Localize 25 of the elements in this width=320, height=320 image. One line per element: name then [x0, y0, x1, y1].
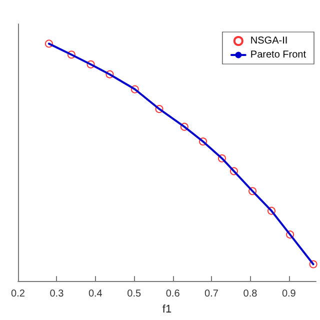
x-tick-label: 0.2 — [11, 288, 26, 300]
point — [67, 50, 76, 59]
point — [106, 70, 114, 78]
legend-label: NSGA-II — [250, 36, 288, 46]
x-tick-label: 0.9 — [282, 288, 296, 300]
x-tick-label: 0.7 — [204, 288, 219, 300]
point — [199, 138, 207, 146]
point — [309, 260, 318, 268]
x-axis-title: f1 — [162, 304, 172, 316]
point — [230, 167, 238, 176]
point — [218, 154, 226, 162]
point — [268, 206, 276, 215]
x-tick-label: 0.8 — [243, 288, 258, 300]
x-tick-label: 0.3 — [50, 288, 64, 300]
point — [44, 40, 53, 48]
legend-label: Pareto Front — [250, 50, 306, 60]
point — [86, 60, 95, 68]
point — [180, 122, 188, 131]
x-tick-label: 0.6 — [166, 288, 180, 300]
x-tick-label: 0.4 — [88, 288, 103, 300]
point — [130, 85, 139, 94]
point — [248, 187, 257, 196]
x-tick-label: 0.5 — [127, 288, 142, 300]
point — [155, 104, 164, 113]
point — [286, 230, 294, 239]
